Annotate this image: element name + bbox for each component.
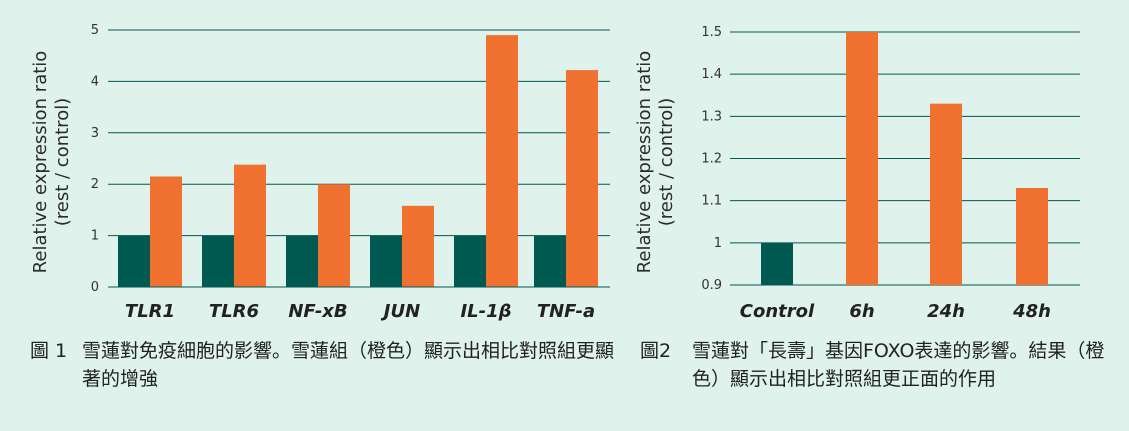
chart-foxo-expression: Relative expression ratio (rest / contro… <box>630 0 1129 331</box>
x-tick-label: IL-1β <box>460 301 511 322</box>
y-tick-label: 0 <box>91 280 99 295</box>
bar-control <box>286 235 318 287</box>
y-tick-label: 1.5 <box>701 25 722 40</box>
y-tick-label: 1.1 <box>701 194 722 209</box>
y-tick-label: 1.2 <box>701 152 722 167</box>
y-tick-label: 4 <box>91 74 99 89</box>
x-tick-label: Control <box>740 301 815 322</box>
x-tick-label: JUN <box>381 301 420 322</box>
figure-2-caption: 圖2 雪蓮對「長壽」基因FOXO表達的影響。結果（橙色）顯示出相比對照組更正面的… <box>640 337 1110 427</box>
chart-2-plot: 0.9 1 1.1 1.2 1.3 1.4 1.5 Control 6h 24h 48h <box>701 25 1080 322</box>
x-tick-label: 48h <box>1012 301 1051 322</box>
bar <box>846 32 878 285</box>
figure-1-caption: 圖 1 雪蓮對免疫細胞的影響。雪蓮組（橙色）顯示出相比對照組更顯著的增強 <box>30 337 620 427</box>
y-tick-label: 1.4 <box>701 67 722 82</box>
figure-2-number: 圖2 <box>640 340 672 362</box>
x-tick-label: TLR6 <box>209 301 259 322</box>
y-tick-label: 1.3 <box>701 109 722 124</box>
figure-1-caption-text: 雪蓮對免疫細胞的影響。雪蓮組（橙色）顯示出相比對照組更顯著的增強 <box>82 340 615 390</box>
figure-1-number: 圖 1 <box>30 340 68 362</box>
y-tick-label: 3 <box>91 126 99 141</box>
bar-control <box>370 235 402 287</box>
y-tick-label: 1 <box>91 229 99 244</box>
y-tick-label: 1 <box>714 236 722 251</box>
bar-control <box>534 235 566 287</box>
bar-treated <box>318 184 350 287</box>
bar-treated <box>150 176 182 287</box>
x-tick-label: 6h <box>849 301 874 322</box>
bar-treated <box>486 35 518 287</box>
bar <box>761 242 793 285</box>
bar-control <box>118 235 150 287</box>
bar-treated <box>402 205 434 287</box>
y-tick-label: 5 <box>91 23 99 38</box>
y-tick-label: 0.9 <box>701 278 722 293</box>
x-tick-label: TLR1 <box>125 301 175 322</box>
x-tick-label: NF-xB <box>288 301 347 322</box>
chart-immune-cells: Relative expression ratio (rest / contro… <box>0 0 620 331</box>
bar-control <box>202 235 234 287</box>
y-tick-label: 2 <box>91 177 99 192</box>
bar <box>930 103 962 285</box>
chart-1-plot: 0 1 2 3 4 5 TLR1 TLR6 NF-xB JUN IL-1β TNF-a <box>91 23 610 322</box>
bar <box>1016 188 1048 285</box>
bar-treated <box>566 70 598 287</box>
bar-treated <box>234 164 266 287</box>
figure-2-caption-text: 雪蓮對「長壽」基因FOXO表達的影響。結果（橙色）顯示出相比對照組更正面的作用 <box>692 340 1105 390</box>
x-tick-label: 24h <box>927 301 965 322</box>
x-tick-label: TNF-a <box>537 301 595 322</box>
bar-control <box>454 235 486 287</box>
